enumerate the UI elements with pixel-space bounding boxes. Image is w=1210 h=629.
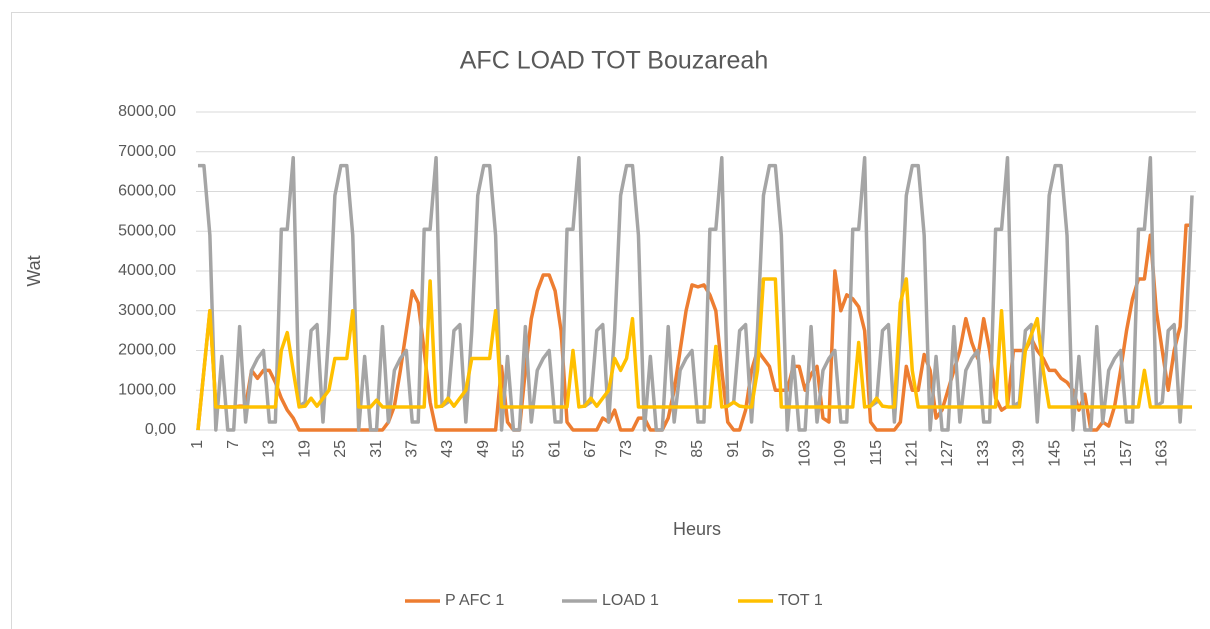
x-tick-label: 91 (725, 440, 742, 458)
x-tick-label: 37 (403, 440, 420, 458)
y-axis-title: Wat (24, 255, 44, 286)
x-tick-label: 103 (796, 440, 813, 467)
y-tick-label: 1000,00 (118, 381, 176, 398)
x-tick-label: 127 (939, 440, 956, 467)
legend-label: TOT 1 (778, 592, 823, 609)
legend-label: P AFC 1 (445, 592, 504, 609)
x-tick-label: 49 (475, 440, 492, 458)
x-tick-label: 79 (653, 440, 670, 458)
y-tick-label: 3000,00 (118, 302, 176, 319)
x-tick-label: 67 (582, 440, 599, 458)
x-tick-label: 55 (511, 440, 528, 458)
x-tick-label: 85 (689, 440, 706, 458)
x-tick-label: 7 (225, 440, 242, 449)
y-tick-label: 5000,00 (118, 222, 176, 239)
x-tick-label: 31 (368, 440, 385, 458)
x-tick-label: 25 (332, 440, 349, 458)
x-tick-label: 139 (1011, 440, 1028, 467)
y-tick-label: 7000,00 (118, 143, 176, 160)
chart-title: AFC LOAD TOT Bouzareah (460, 47, 768, 75)
x-axis-title: Heurs (673, 519, 721, 539)
x-tick-label: 1 (189, 440, 206, 449)
y-tick-label: 0,00 (145, 421, 176, 438)
x-tick-label: 121 (903, 440, 920, 467)
series-line (197, 155, 1194, 432)
x-tick-label: 19 (296, 440, 313, 458)
y-tick-label: 8000,00 (118, 103, 176, 120)
x-tick-label: 151 (1082, 440, 1099, 467)
x-tick-label: 115 (868, 440, 885, 466)
legend-label: LOAD 1 (602, 592, 659, 609)
x-tick-label: 157 (1118, 440, 1135, 467)
x-tick-label: 145 (1046, 440, 1063, 467)
x-tick-label: 13 (261, 440, 278, 458)
x-tick-label: 97 (761, 440, 778, 458)
y-tick-label: 2000,00 (118, 342, 176, 359)
x-tick-label: 73 (618, 440, 635, 458)
x-tick-label: 109 (832, 440, 849, 467)
y-tick-label: 6000,00 (118, 183, 176, 200)
chart-border (11, 12, 1210, 629)
x-tick-label: 133 (975, 440, 992, 467)
series-line (196, 277, 1193, 431)
y-tick-label: 4000,00 (118, 262, 176, 279)
x-tick-label: 61 (546, 440, 563, 458)
x-tick-label: 43 (439, 440, 456, 458)
x-tick-label: 163 (1153, 440, 1170, 467)
